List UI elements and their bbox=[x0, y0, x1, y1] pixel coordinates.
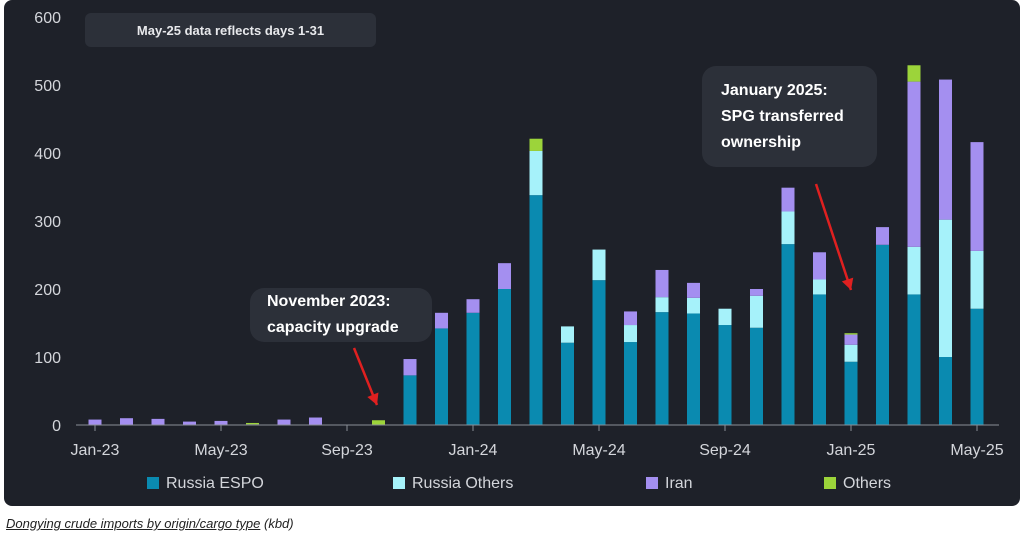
bar-segment-russia-espo bbox=[498, 289, 511, 425]
bar-segment-russia-espo bbox=[939, 357, 952, 425]
arrow-head bbox=[841, 277, 854, 290]
bar-segment-russia-others bbox=[718, 308, 732, 326]
bar-segment-russia-others bbox=[592, 249, 606, 281]
bar-segment-others bbox=[246, 422, 259, 425]
x-tick-label: Jan-25 bbox=[827, 442, 876, 459]
annotation-line: SPG transferred bbox=[721, 107, 844, 125]
bar-segment-russia-others bbox=[813, 279, 826, 295]
bar-segment-russia-espo bbox=[435, 328, 448, 425]
bar-segment-russia-espo bbox=[592, 280, 606, 425]
stacked-bar-chart: 0 100 200 300 400 500 600 Jan-23 May-23 Sep-23 Jan… bbox=[34, 10, 1003, 492]
bar-segment-russia-espo bbox=[813, 294, 826, 425]
bar-segment-russia-others bbox=[529, 150, 543, 196]
bar-segment-russia-espo bbox=[561, 342, 574, 425]
annotation-line: capacity upgrade bbox=[267, 319, 399, 336]
bar-segment-russia-espo bbox=[624, 342, 637, 425]
x-tick-label: May-25 bbox=[950, 442, 1003, 459]
bar-segment-iran bbox=[403, 359, 417, 376]
bar-segment-russia-espo bbox=[655, 312, 669, 425]
bar-segment-iran bbox=[88, 419, 102, 425]
bar-segment-russia-others bbox=[750, 295, 763, 328]
bar-segment-russia-espo bbox=[403, 375, 417, 425]
bar-segment-iran bbox=[750, 289, 763, 296]
bar-segment-russia-others bbox=[655, 297, 669, 313]
bar-segment-iran bbox=[687, 282, 700, 298]
bar-segment-russia-espo bbox=[529, 195, 543, 425]
bar-segment-russia-others bbox=[687, 297, 700, 314]
bar-segment-iran bbox=[466, 299, 480, 313]
bar-segment-russia-others bbox=[844, 344, 858, 362]
legend-label: Russia ESPO bbox=[166, 475, 264, 492]
bar-segment-iran bbox=[498, 263, 511, 289]
bar-segment-russia-others bbox=[970, 250, 984, 309]
x-tick-label: Jan-23 bbox=[71, 442, 120, 459]
caption-unit: (kbd) bbox=[263, 516, 294, 531]
bar-segment-russia-espo bbox=[844, 361, 858, 425]
x-tick-label: May-24 bbox=[572, 442, 625, 459]
legend-swatch bbox=[147, 477, 159, 489]
y-tick-label: 600 bbox=[34, 10, 61, 27]
x-tick-label: Sep-23 bbox=[321, 442, 373, 459]
y-tick-label: 0 bbox=[52, 418, 61, 435]
bar-segment-russia-espo bbox=[876, 244, 889, 425]
bar-segment-russia-espo bbox=[907, 294, 921, 425]
annotation-line: November 2023: bbox=[267, 293, 391, 310]
legend-swatch bbox=[824, 477, 836, 489]
bar-segment-iran bbox=[876, 227, 889, 245]
bar-segment-iran bbox=[624, 311, 637, 326]
legend-swatch bbox=[646, 477, 658, 489]
annotation-capacity-upgrade: November 2023: capacity upgrade bbox=[250, 288, 432, 342]
arrow-head bbox=[367, 392, 379, 405]
caption-title: Dongying crude imports by origin/cargo t… bbox=[6, 516, 261, 531]
annotation-line: January 2025: bbox=[721, 81, 828, 99]
chart-panel: 0 100 200 300 400 500 600 Jan-23 May-23 Sep-23 Jan… bbox=[4, 0, 1020, 506]
bar-segment-russia-espo bbox=[466, 312, 480, 425]
bar-segment-russia-espo bbox=[718, 325, 732, 425]
y-tick-label: 200 bbox=[34, 282, 61, 299]
x-tick-label: Jan-24 bbox=[449, 442, 498, 459]
annotation-arrow bbox=[814, 183, 853, 291]
bar-segment-iran bbox=[277, 419, 291, 425]
bar-segment-iran bbox=[939, 79, 952, 220]
bar-segment-iran bbox=[120, 418, 133, 425]
y-tick-label: 300 bbox=[34, 214, 61, 231]
bar-segment-others bbox=[907, 65, 921, 82]
bar-segment-iran bbox=[907, 81, 921, 247]
legend-label: Russia Others bbox=[412, 475, 513, 492]
legend-label: Iran bbox=[665, 475, 693, 492]
bar-segment-russia-others bbox=[781, 211, 795, 245]
bar-segment-russia-others bbox=[561, 326, 574, 343]
bar-segment-iran bbox=[813, 252, 826, 280]
bar-segment-russia-espo bbox=[687, 313, 700, 425]
bar-segment-others bbox=[529, 138, 543, 151]
y-tick-label: 100 bbox=[34, 350, 61, 367]
bar-segment-iran bbox=[183, 421, 196, 425]
bar-segment-iran bbox=[781, 187, 795, 212]
y-tick-label: 500 bbox=[34, 78, 61, 95]
bar-segment-russia-others bbox=[939, 219, 952, 357]
figure-caption: Dongying crude imports by origin/cargo t… bbox=[6, 516, 294, 531]
annotation-line: ownership bbox=[721, 133, 802, 151]
legend-swatch bbox=[393, 477, 405, 489]
bar-segment-others bbox=[372, 420, 385, 425]
annotation-spg-ownership: January 2025: SPG transferred ownership bbox=[702, 66, 877, 167]
bar-segment-russia-others bbox=[624, 325, 637, 343]
bar-segment-iran bbox=[844, 334, 858, 345]
y-tick-label: 400 bbox=[34, 146, 61, 163]
bar-segment-russia-others bbox=[907, 246, 921, 295]
data-note: May-25 data reflects days 1-31 bbox=[85, 13, 376, 47]
legend-label: Others bbox=[843, 475, 891, 492]
bar-segment-russia-espo bbox=[750, 327, 763, 425]
bar-segment-russia-espo bbox=[970, 308, 984, 425]
bar-segment-russia-espo bbox=[781, 244, 795, 425]
x-tick-label: Sep-24 bbox=[699, 442, 751, 459]
bar-segment-iran bbox=[970, 142, 984, 251]
x-tick-label: May-23 bbox=[194, 442, 247, 459]
bar-segment-iran bbox=[435, 312, 448, 329]
bar-segment-iran bbox=[309, 417, 322, 425]
bar-segment-others bbox=[844, 333, 858, 335]
bar-segment-iran bbox=[214, 420, 228, 425]
bar-segment-iran bbox=[151, 418, 165, 425]
bar-segment-iran bbox=[655, 269, 669, 298]
